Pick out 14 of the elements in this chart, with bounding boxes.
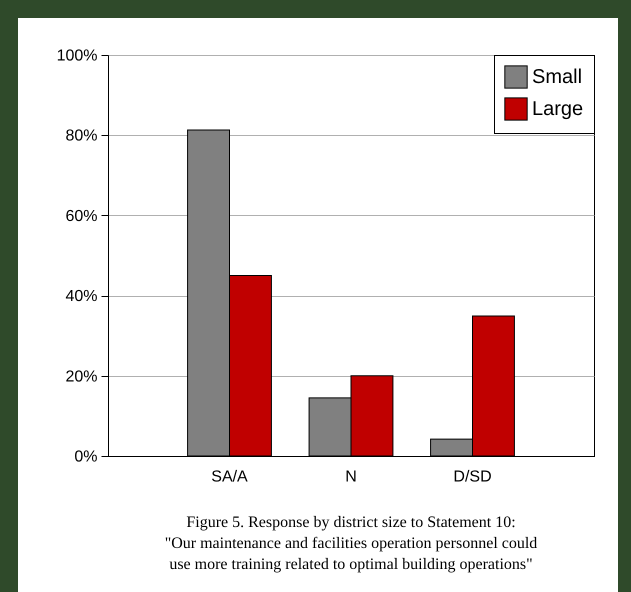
x-tick-label: N: [345, 468, 357, 486]
x-tick-label: SA/A: [211, 468, 248, 486]
x-tick-label: D/SD: [453, 468, 492, 486]
y-tick-label: 80%: [65, 128, 98, 145]
legend-label: Large: [532, 98, 584, 120]
y-tick-label: 100%: [56, 48, 98, 64]
y-tick-label: 40%: [65, 288, 98, 306]
y-tick-label: 0%: [74, 448, 98, 466]
y-tick-label: 60%: [65, 208, 98, 225]
text: "Our maintenance and facilities operation personnel could: [164, 535, 538, 552]
text: use more training related to optimal building operations": [169, 556, 533, 573]
legend-label: Small: [532, 66, 582, 88]
y-tick-label: 20%: [65, 368, 98, 386]
caption: Figure 5. Response by district size to Statement 10:: [186, 514, 516, 531]
